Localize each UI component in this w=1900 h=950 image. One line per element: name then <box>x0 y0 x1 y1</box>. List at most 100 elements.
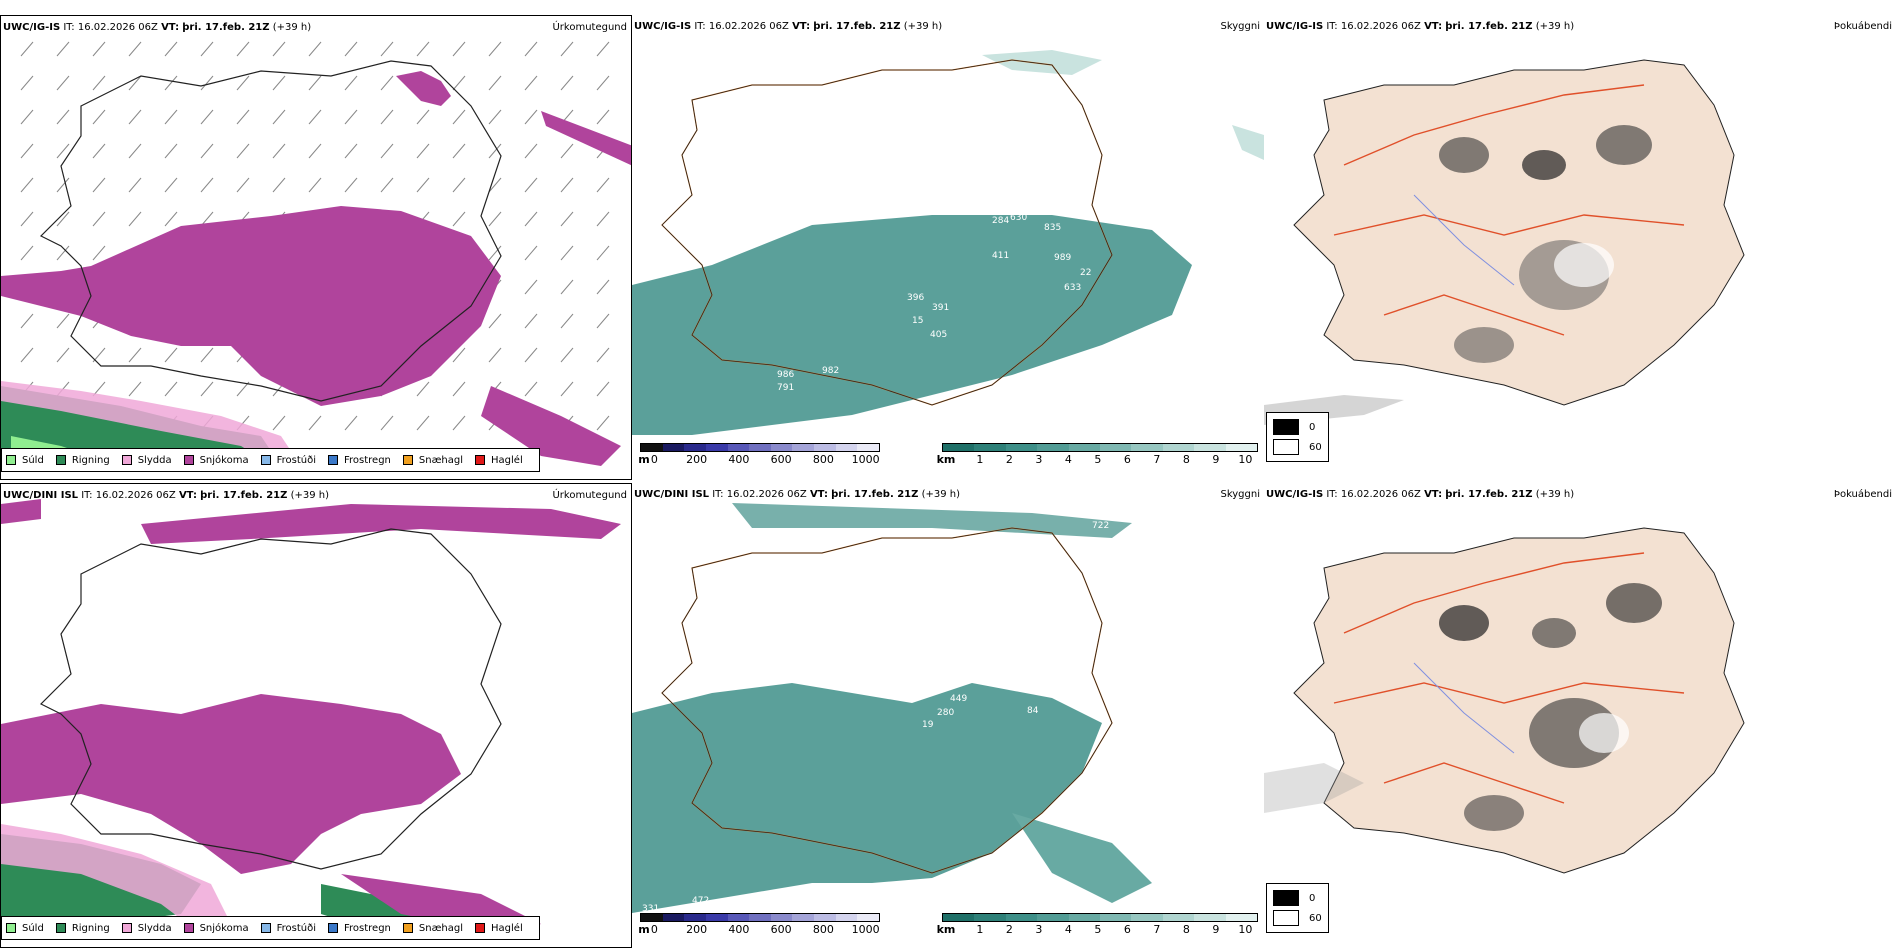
legend-label: Rigning <box>71 454 110 466</box>
legend-swatch <box>402 455 413 465</box>
cloudbase-value: 280 <box>937 708 954 718</box>
colorbar-cell <box>727 914 750 921</box>
legend-swatch <box>6 923 16 933</box>
colorbar-tick: 1000 <box>851 453 880 466</box>
colorbar-tick: 800 <box>812 453 834 466</box>
cloudbase-value: 446 <box>924 684 941 694</box>
legend-item: Snæhagl <box>402 455 463 466</box>
cloudbase-value: 986 <box>777 370 794 380</box>
fog-legend-swatch <box>1273 419 1299 435</box>
fog-legend-item: 60 <box>1273 908 1322 928</box>
colorbar-cell <box>943 444 975 451</box>
colorbar-cell <box>662 444 685 451</box>
legend-swatch <box>260 455 271 465</box>
cloudbase-value: 19 <box>922 720 934 730</box>
legend-label: Snjókoma <box>199 454 249 466</box>
colorbar-cell <box>1225 444 1258 451</box>
colorbar-cell <box>749 914 771 921</box>
fog-legend-swatch <box>1273 439 1299 455</box>
colorbar-cell <box>684 914 706 921</box>
colorbar-tick: 10 <box>1238 923 1253 936</box>
legend-item: Frostúði <box>260 923 316 934</box>
legend-swatch <box>475 455 486 465</box>
colorbar-cell <box>749 444 771 451</box>
cloudbase-value: 411 <box>992 251 1009 261</box>
cloudbase-value: 396 <box>907 293 924 303</box>
cloudbase-value: 981 <box>932 608 949 618</box>
cloudbase-value: 252 <box>952 594 969 604</box>
fog-map <box>1264 527 1745 874</box>
colorbar-cell <box>1068 444 1101 451</box>
legend-swatch <box>328 923 338 933</box>
colorbar-tick: 7 <box>1153 923 1161 936</box>
legend-label: Slydda <box>137 922 172 934</box>
legend-swatch <box>328 455 338 465</box>
precip-map <box>1 499 621 939</box>
legend-label: Frostúði <box>276 454 316 466</box>
colorbar-cell <box>1037 914 1069 921</box>
legend-swatch <box>183 923 194 933</box>
colorbar-cell <box>1194 914 1226 921</box>
cloudbase-value: 423 <box>1012 640 1029 650</box>
cloudbase-value: 856 <box>1089 98 1106 108</box>
colorbar-unit: km <box>936 923 956 936</box>
colorbar-cell <box>857 444 880 451</box>
fog-legend-label: 0 <box>1309 421 1316 433</box>
cloudbase-value: 791 <box>777 383 794 393</box>
colorbar-cell <box>1005 444 1038 451</box>
cloudbase-value: 835 <box>1044 223 1061 233</box>
cloudbase-value: 22 <box>1122 153 1133 163</box>
colorbar-tick: 3 <box>1035 453 1043 466</box>
colorbar-tick: 0 <box>650 923 658 936</box>
precip-map <box>1 41 631 471</box>
legend-item: Haglél <box>475 923 523 934</box>
cloudbase-value: 722 <box>1092 521 1109 531</box>
colorbar-cell <box>1162 444 1195 451</box>
colorbar-cell <box>814 914 836 921</box>
panel-title: Þokuábendi <box>1833 21 1892 32</box>
colorbar-cell <box>641 444 663 451</box>
colorbar-tick: 6 <box>1123 923 1131 936</box>
legend-item: Frostúði <box>260 454 316 466</box>
legend-label: Haglél <box>491 922 523 934</box>
colorbar-cell <box>1225 914 1258 921</box>
cloudbase-value: 494 <box>1042 628 1059 638</box>
fog-legend-label: 60 <box>1309 912 1322 924</box>
panel-header: UWC/IG-IS IT: 16.02.2026 06Z VT: þri. 17… <box>634 21 943 32</box>
colorbar-cell <box>974 914 1006 921</box>
colorbar-cell <box>1131 914 1163 921</box>
legend-label: Frostregn <box>344 922 391 934</box>
legend-swatch <box>55 455 66 465</box>
fog-index-panel-1: UWC/IG-IS IT: 16.02.2026 06Z VT: þri. 17… <box>1264 15 1896 480</box>
colorbar-tick: 4 <box>1064 453 1072 466</box>
colorbar-cell <box>835 914 858 921</box>
colorbar-cell <box>705 914 728 921</box>
colorbar-tick: 1 <box>976 923 984 936</box>
colorbar-tick: 200 <box>686 923 708 936</box>
colorbar-cell <box>1131 444 1163 451</box>
precip-legend: Súld Rigning Slydda Snjókoma Frostúði Frostre… <box>1 448 540 472</box>
legend-item: Rigning <box>55 923 110 934</box>
fog-legend: 0 60 <box>1266 883 1329 933</box>
cloudbase-value: 24 <box>1094 114 1106 124</box>
colorbar-tick: 800 <box>812 923 834 936</box>
fog-legend-swatch <box>1273 910 1299 926</box>
colorbar-cell <box>727 444 750 451</box>
legend-item: Snjókoma <box>183 454 249 466</box>
cloudbase-value: 284 <box>992 216 1009 226</box>
colorbar-cell <box>705 444 728 451</box>
panel-title: Þokuábendi <box>1833 489 1892 500</box>
panel-title: Úrkomutegund <box>552 22 627 33</box>
cloudbase-value: 84 <box>1097 651 1109 661</box>
panel-header: UWC/DINI ISL IT: 16.02.2026 06Z VT: þri.… <box>634 489 961 500</box>
cloudbase-value: 989 <box>1054 253 1071 263</box>
legend-item: Frostregn <box>328 455 391 466</box>
cloudbase-value: 629 <box>947 198 964 208</box>
colorbar-tick: 400 <box>728 453 750 466</box>
cloudbase-value: 471 <box>1007 599 1024 609</box>
cloud-visibility-panel-1: UWC/IG-IS IT: 16.02.2026 06Z VT: þri. 17… <box>632 15 1264 480</box>
colorbar-cell <box>662 914 685 921</box>
precip-type-panel-1: UWC/IG-IS IT: 16.02.2026 06Z VT: þri. 17… <box>0 15 632 480</box>
colorbar-cell <box>792 914 815 921</box>
colorbar-unit: m <box>638 923 650 936</box>
